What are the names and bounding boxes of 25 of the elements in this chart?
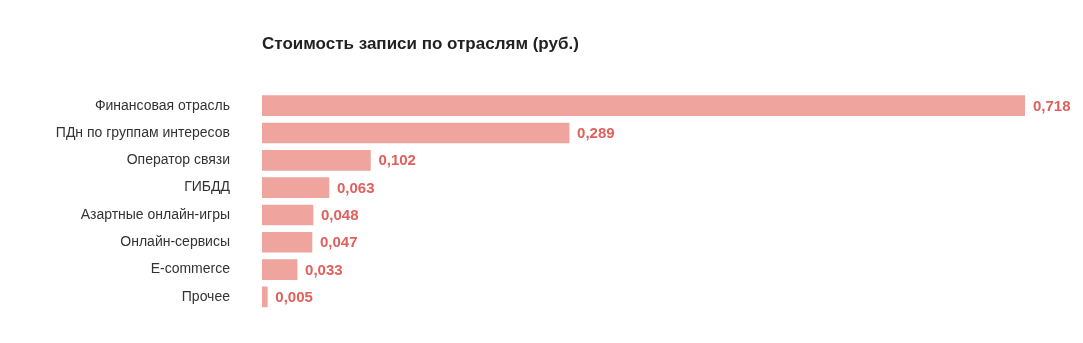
bar bbox=[262, 286, 268, 308]
y-tick-label: ГИБДД bbox=[184, 178, 231, 195]
bar bbox=[262, 149, 371, 171]
y-tick-label: Азартные онлайн-игры bbox=[80, 205, 230, 222]
data-label: 0,033 bbox=[305, 260, 343, 278]
y-tick-label: E-commerce bbox=[150, 260, 231, 277]
y-tick-label: ПДн по группам интересов bbox=[55, 123, 230, 140]
y-tick-label: Прочее bbox=[181, 287, 231, 304]
y-tick-label: Оператор связи bbox=[126, 151, 230, 168]
bar bbox=[262, 122, 570, 144]
data-label: 0,102 bbox=[378, 151, 416, 169]
data-label: 0,047 bbox=[319, 233, 358, 251]
data-label: 0,289 bbox=[577, 124, 615, 142]
data-label: 0,048 bbox=[321, 206, 359, 224]
y-tick-label: Финансовая отрасль bbox=[94, 96, 230, 113]
bar bbox=[262, 259, 298, 280]
data-label: 0,718 bbox=[1033, 96, 1071, 114]
bar bbox=[262, 204, 314, 226]
data-label: 0,005 bbox=[275, 288, 313, 306]
bar bbox=[262, 177, 330, 198]
y-tick-label: Онлайн-сервисы bbox=[120, 233, 230, 250]
data-label: 0,063 bbox=[336, 178, 375, 196]
bar bbox=[262, 95, 1025, 116]
chart-title: Стоимость записи по отраслям (руб.) bbox=[262, 33, 579, 53]
bar bbox=[262, 231, 313, 253]
